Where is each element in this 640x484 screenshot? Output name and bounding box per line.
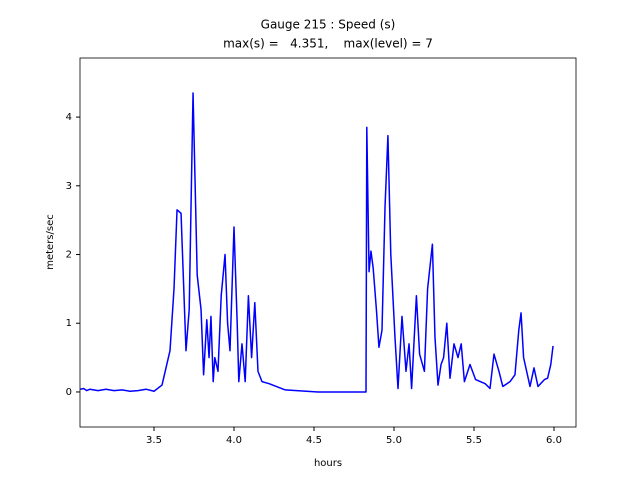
data-line xyxy=(80,92,554,393)
x-tick-label: 5.0 xyxy=(386,435,402,446)
plot-frame xyxy=(79,57,577,428)
chart-title: Gauge 215 : Speed (s) xyxy=(261,18,396,32)
chart-subtitle: max(s) = 4.351, max(level) = 7 xyxy=(223,37,433,51)
x-tick-label: 4.5 xyxy=(306,435,322,446)
x-tick-label: 5.5 xyxy=(466,435,482,446)
x-tick-label: 4.0 xyxy=(226,435,242,446)
x-tick-label: 3.5 xyxy=(146,435,162,446)
y-tick-label: 4 xyxy=(66,112,72,123)
y-tick-label: 2 xyxy=(66,250,72,261)
y-tick-label: 0 xyxy=(66,387,72,398)
y-tick-label: 1 xyxy=(66,318,72,329)
x-tick-label: 6.0 xyxy=(546,435,562,446)
x-axis-label: hours xyxy=(314,458,342,469)
y-tick-label: 3 xyxy=(66,181,72,192)
y-axis-label: meters/sec xyxy=(45,214,56,270)
